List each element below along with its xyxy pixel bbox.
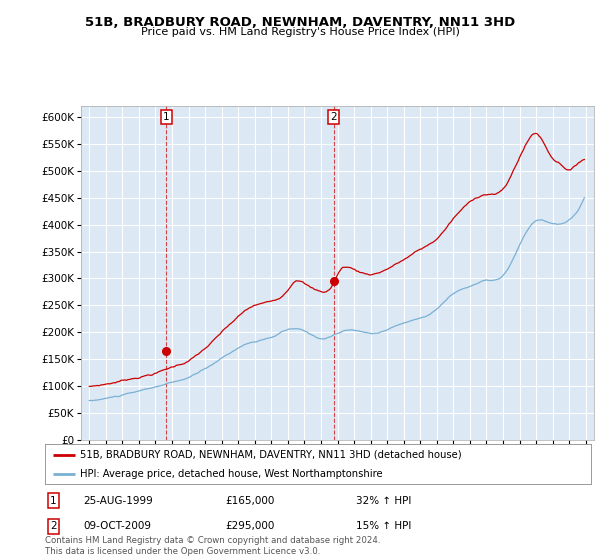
Text: HPI: Average price, detached house, West Northamptonshire: HPI: Average price, detached house, West… xyxy=(80,469,383,479)
Text: £295,000: £295,000 xyxy=(225,521,275,531)
Text: 25-AUG-1999: 25-AUG-1999 xyxy=(83,496,153,506)
Text: 2: 2 xyxy=(50,521,56,531)
Text: 1: 1 xyxy=(163,112,170,122)
Text: Price paid vs. HM Land Registry's House Price Index (HPI): Price paid vs. HM Land Registry's House … xyxy=(140,27,460,37)
Text: 09-OCT-2009: 09-OCT-2009 xyxy=(83,521,151,531)
Text: 32% ↑ HPI: 32% ↑ HPI xyxy=(356,496,412,506)
Text: 1: 1 xyxy=(50,496,56,506)
Text: £165,000: £165,000 xyxy=(225,496,275,506)
Text: 51B, BRADBURY ROAD, NEWNHAM, DAVENTRY, NN11 3HD: 51B, BRADBURY ROAD, NEWNHAM, DAVENTRY, N… xyxy=(85,16,515,29)
Text: Contains HM Land Registry data © Crown copyright and database right 2024.
This d: Contains HM Land Registry data © Crown c… xyxy=(45,536,380,556)
Text: 51B, BRADBURY ROAD, NEWNHAM, DAVENTRY, NN11 3HD (detached house): 51B, BRADBURY ROAD, NEWNHAM, DAVENTRY, N… xyxy=(80,450,462,460)
Text: 2: 2 xyxy=(331,112,337,122)
Text: 15% ↑ HPI: 15% ↑ HPI xyxy=(356,521,412,531)
